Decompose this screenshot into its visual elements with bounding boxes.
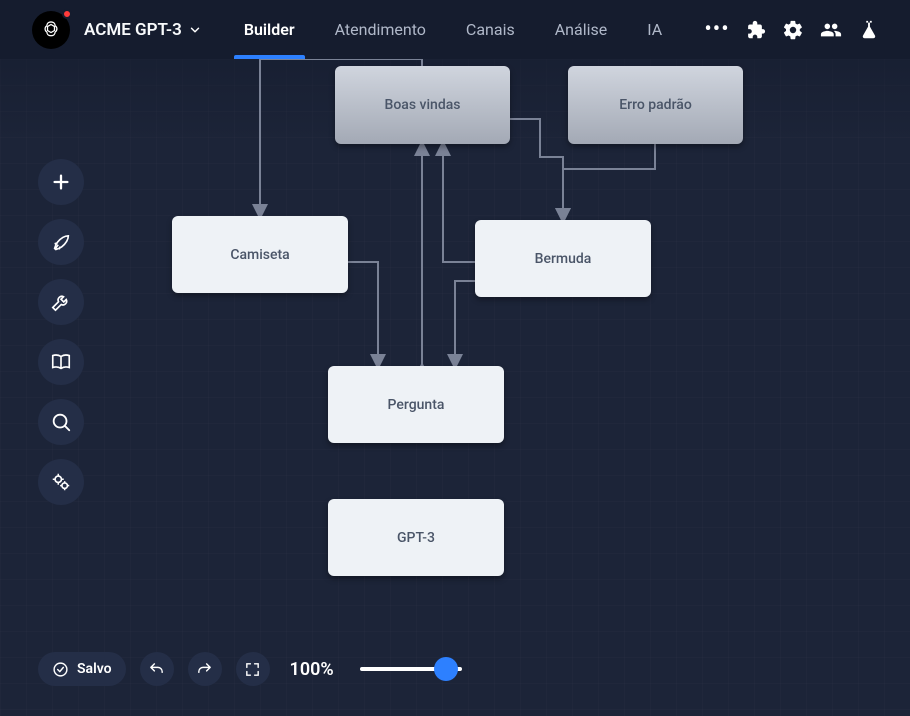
canvas-footer: Salvo 100%	[38, 652, 462, 686]
team-button[interactable]	[820, 19, 842, 41]
flow-node-pergunta[interactable]: Pergunta	[328, 366, 504, 443]
wrench-icon	[50, 291, 72, 313]
book-icon	[50, 351, 72, 373]
flow-node-label: GPT-3	[397, 530, 435, 546]
app-title-label: ACME GPT-3	[84, 20, 182, 40]
gear-icon	[782, 19, 804, 41]
variables-button[interactable]	[38, 459, 84, 505]
zoom-slider[interactable]	[360, 667, 462, 671]
app-title-dropdown[interactable]: ACME GPT-3	[84, 20, 202, 40]
tab-label: IA	[647, 20, 662, 39]
fit-view-button[interactable]	[236, 652, 270, 686]
app-logo[interactable]	[32, 11, 70, 49]
flow-node-label: Pergunta	[388, 397, 445, 413]
redo-button[interactable]	[188, 652, 222, 686]
flow-node-erro[interactable]: Erro padrão	[568, 66, 743, 144]
top-header: ACME GPT-3 Builder Atendimento Canais An…	[0, 0, 910, 59]
flask-icon	[858, 19, 880, 41]
flow-node-label: Erro padrão	[619, 97, 692, 113]
search-icon	[50, 411, 72, 433]
experiments-button[interactable]	[858, 19, 880, 41]
tab-analise[interactable]: Análise	[535, 0, 628, 59]
publish-button[interactable]	[38, 219, 84, 265]
tab-label: Análise	[555, 20, 608, 39]
save-status-chip: Salvo	[38, 652, 126, 686]
search-canvas-button[interactable]	[38, 399, 84, 445]
more-menu-button[interactable]: •••	[706, 19, 728, 41]
tab-atendimento[interactable]: Atendimento	[315, 0, 446, 59]
notification-dot-icon	[62, 9, 72, 19]
gears-icon	[50, 471, 72, 493]
redo-icon	[196, 661, 213, 678]
tab-label: Builder	[244, 20, 295, 39]
tools-button[interactable]	[38, 279, 84, 325]
puzzle-icon	[744, 19, 766, 41]
zoom-slider-thumb[interactable]	[434, 657, 458, 681]
flow-node-label: Boas vindas	[385, 97, 461, 113]
tab-canais[interactable]: Canais	[446, 0, 535, 59]
users-icon	[820, 19, 842, 41]
save-status-label: Salvo	[77, 661, 112, 677]
flow-node-bermuda[interactable]: Bermuda	[475, 220, 651, 297]
extensions-button[interactable]	[744, 19, 766, 41]
zoom-level-label: 100%	[290, 659, 334, 680]
header-right: •••	[706, 19, 880, 41]
plus-icon	[50, 171, 72, 193]
docs-button[interactable]	[38, 339, 84, 385]
openai-logo-icon	[40, 19, 62, 41]
flow-node-label: Bermuda	[535, 251, 592, 267]
fullscreen-icon	[244, 661, 261, 678]
flow-canvas[interactable]: Salvo 100% Boas vindas Erro padrão Camiset…	[0, 59, 910, 716]
tab-label: Atendimento	[335, 20, 426, 39]
nav-tabs: Builder Atendimento Canais Análise IA	[224, 0, 682, 59]
flow-node-camiseta[interactable]: Camiseta	[172, 216, 348, 293]
canvas-toolbar	[38, 159, 84, 505]
flow-node-gpt[interactable]: GPT-3	[328, 499, 504, 576]
rocket-icon	[50, 231, 72, 253]
tab-builder[interactable]: Builder	[224, 0, 315, 59]
tab-ia[interactable]: IA	[627, 0, 682, 59]
tab-label: Canais	[466, 20, 515, 39]
add-node-button[interactable]	[38, 159, 84, 205]
check-circle-icon	[52, 661, 69, 678]
undo-button[interactable]	[140, 652, 174, 686]
chevron-down-icon	[188, 23, 202, 37]
undo-icon	[148, 661, 165, 678]
flow-node-label: Camiseta	[230, 247, 289, 263]
flow-node-boas[interactable]: Boas vindas	[335, 66, 510, 144]
settings-button[interactable]	[782, 19, 804, 41]
